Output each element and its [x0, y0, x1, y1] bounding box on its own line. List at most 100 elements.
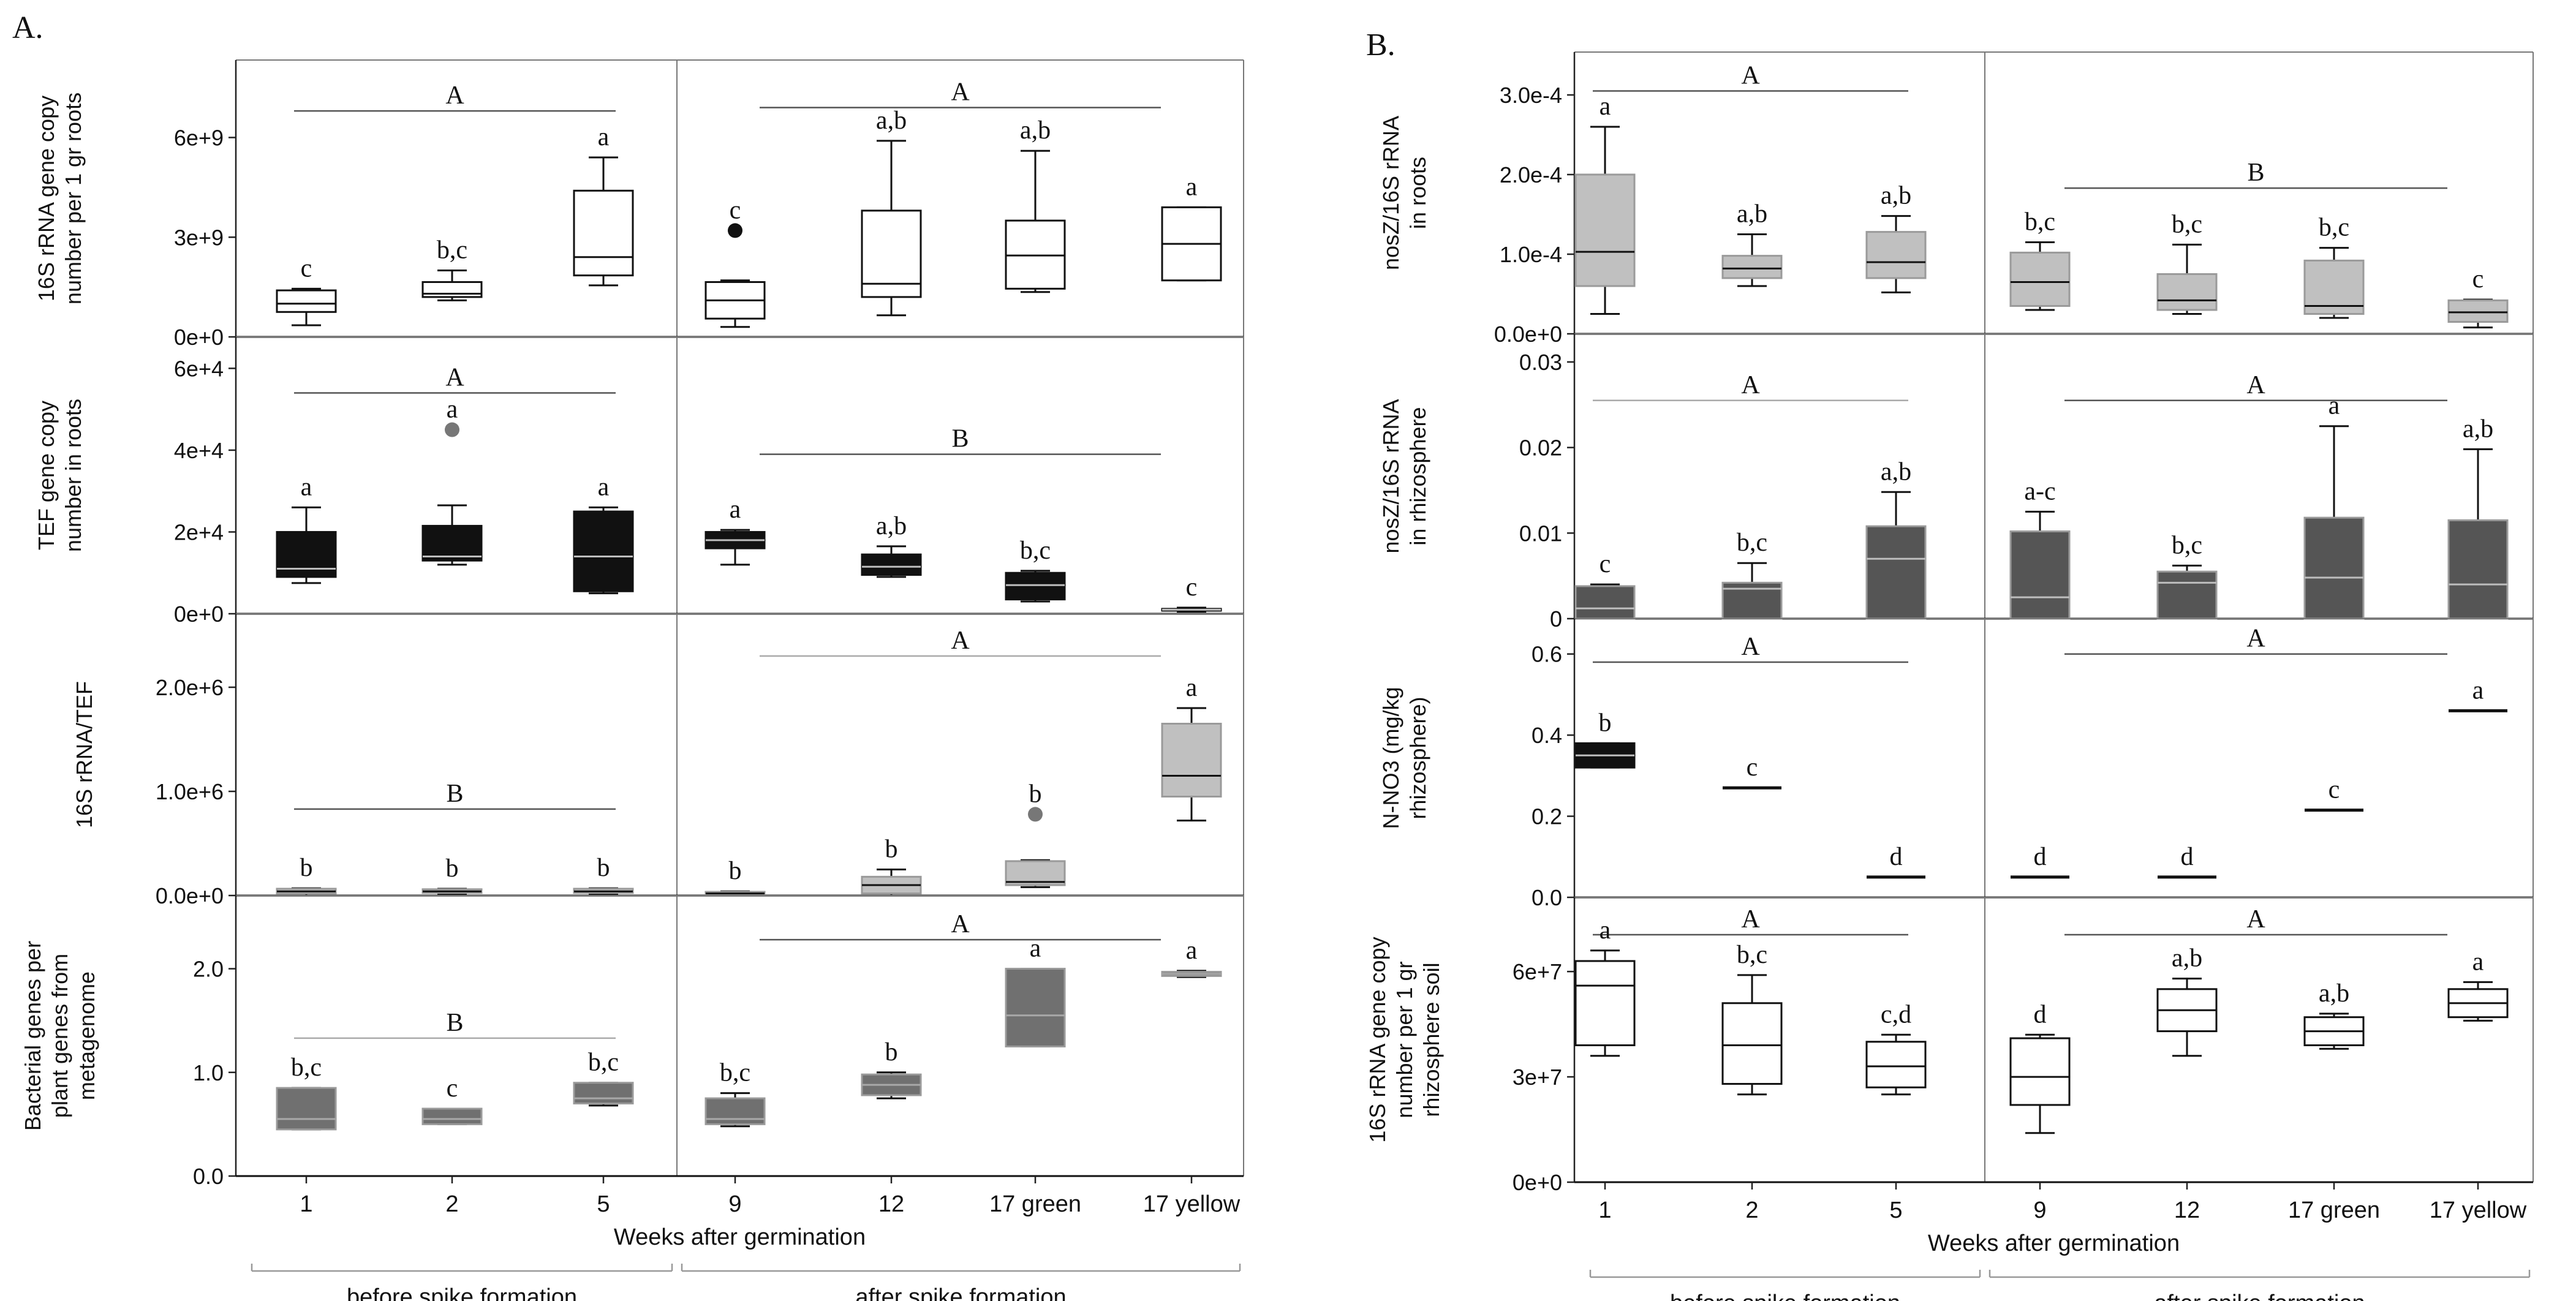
a4-box-letter: b,c — [291, 1054, 322, 1082]
b4-box — [2009, 1037, 2071, 1106]
a1-y-tick-label: 6e+9 — [174, 126, 224, 151]
b4-group-letter: A — [2246, 905, 2265, 933]
b2-group-letter: A — [1741, 371, 1760, 399]
a3-outlier-point — [1028, 807, 1043, 822]
a4-x-axis-title: Weeks after germination — [614, 1224, 866, 1250]
a4-x-tick-label: 1 — [300, 1191, 312, 1217]
a4-box-letter: a — [1186, 937, 1198, 965]
panel-b-label: B. — [1366, 28, 1396, 62]
b3-y-tick-label: 0.2 — [1532, 804, 1562, 829]
a4-box — [421, 1107, 483, 1125]
b2-y-label: nosZ/16S rRNA — [1378, 399, 1403, 553]
a3-box-letter: b — [597, 854, 610, 882]
a2-box-letter: a — [730, 496, 741, 524]
a1-box-letter: a,b — [1020, 116, 1051, 145]
a3-y-label: 16S rRNA/TEF — [72, 681, 97, 828]
a2-y-tick-label: 6e+4 — [174, 356, 224, 381]
b1-y-tick-label: 3.0e-4 — [1500, 83, 1562, 108]
a2-box — [421, 524, 483, 562]
b2-box — [2303, 516, 2365, 620]
a1-y-label: 16S rRNA gene copy — [34, 96, 59, 301]
a2-outlier-point — [445, 422, 459, 437]
b4-y-tick-label: 3e+7 — [1513, 1065, 1562, 1090]
b2-box — [2447, 519, 2509, 620]
b3-y-tick-label: 0.0 — [1532, 885, 1562, 910]
a4-x-tick-label: 12 — [878, 1191, 904, 1217]
b4-x-tick-label: 5 — [1889, 1197, 1902, 1223]
a4-box-letter: b,c — [720, 1059, 750, 1087]
b4-box-letter: a,b — [2172, 945, 2202, 973]
b4-box-letter: c,d — [1881, 1000, 1911, 1028]
a4-y-tick-label: 1.0 — [193, 1060, 224, 1085]
a3-group-letter: B — [446, 780, 463, 808]
a4-box-letter: b,c — [588, 1049, 619, 1077]
b1-box — [2303, 259, 2365, 315]
b4-y-label: 16S rRNA gene copy — [1365, 937, 1390, 1142]
a4-y-label: plant genes from — [47, 954, 72, 1118]
a1-box-letter: b,c — [437, 236, 467, 265]
a1-y-label: number per 1 gr roots — [61, 92, 86, 304]
b1-box-letter: c — [2472, 265, 2484, 293]
b2-box — [1574, 585, 1636, 620]
b2-y-label: in rhizosphere — [1405, 407, 1430, 545]
a3-box-letter: b — [729, 857, 742, 885]
b4-box-letter: a — [1600, 916, 1611, 945]
a1-box — [861, 209, 922, 298]
a3-box — [1161, 723, 1222, 798]
a4-y-tick-label: 2.0 — [193, 957, 224, 982]
b2-group-letter: A — [2246, 371, 2265, 399]
a4-box — [573, 1082, 634, 1105]
b3-group-letter: A — [1741, 633, 1760, 661]
a2-y-tick-label: 4e+4 — [174, 438, 224, 463]
b1-y-label: nosZ/16S rRNA — [1378, 116, 1403, 270]
b4-x-axis-title: Weeks after germination — [1928, 1231, 2180, 1256]
b3-box-letter: d — [2034, 843, 2047, 871]
a2-y-label: number in roots — [61, 399, 86, 552]
a1-box-letter: a,b — [876, 107, 907, 135]
a1-box-letter: c — [730, 196, 741, 224]
b2-y-tick-label: 0.01 — [1519, 521, 1562, 546]
a3-y-tick-label: 2.0e+6 — [156, 675, 224, 700]
b3-y-tick-label: 0.6 — [1532, 642, 1562, 667]
a2-box-letter: b,c — [1020, 537, 1051, 565]
b4-box — [1865, 1041, 1927, 1088]
b2-box-letter: a,b — [2463, 415, 2493, 443]
b1-box — [1721, 255, 1783, 279]
b3-y-label: rhizosphere) — [1405, 696, 1430, 819]
b4-x-tick-label: 12 — [2174, 1197, 2200, 1223]
b2-box — [2009, 530, 2071, 620]
a2-y-tick-label: 2e+4 — [174, 519, 224, 545]
a4-box — [1005, 968, 1066, 1047]
b4-box-letter: a — [2472, 948, 2484, 976]
b3-box-letter: b — [1599, 709, 1612, 737]
b2-y-tick-label: 0.02 — [1519, 436, 1562, 461]
a4-x-tick-label: 9 — [728, 1191, 741, 1217]
b1-box-letter: a,b — [1881, 182, 1911, 210]
b1-box — [2156, 273, 2218, 311]
b3-box-letter: d — [1890, 843, 1903, 871]
a1-box-letter: a — [1186, 173, 1198, 201]
b4-box-letter: a,b — [2319, 979, 2349, 1008]
a4-y-label: metagenome — [74, 971, 99, 1100]
a3-box-letter: b — [885, 835, 898, 864]
b4-x-tick-label: 1 — [1598, 1197, 1611, 1223]
a3-box-letter: b — [446, 854, 459, 883]
a1-box-letter: a — [598, 123, 610, 151]
a3-group-letter: A — [951, 627, 970, 655]
b1-box — [1574, 173, 1636, 287]
b2-y-tick-label: 0 — [1550, 606, 1562, 632]
a2-box-letter: a,b — [876, 512, 907, 540]
b1-box-letter: b,c — [2319, 214, 2349, 242]
b3-y-label: N-NO3 (mg/kg — [1378, 687, 1403, 829]
a4-box — [704, 1097, 766, 1125]
b1-y-label: in roots — [1405, 157, 1430, 229]
a2-box — [276, 530, 337, 578]
a1-group-letter: A — [951, 78, 970, 107]
b3-box-letter: c — [2329, 776, 2340, 804]
b4-after-label: after spike formation — [2154, 1291, 2365, 1301]
a4-box-letter: b — [885, 1038, 898, 1066]
b2-box-letter: b,c — [1737, 529, 1767, 557]
a3-box-letter: a — [1186, 674, 1198, 702]
a1-outlier-point — [728, 223, 742, 238]
